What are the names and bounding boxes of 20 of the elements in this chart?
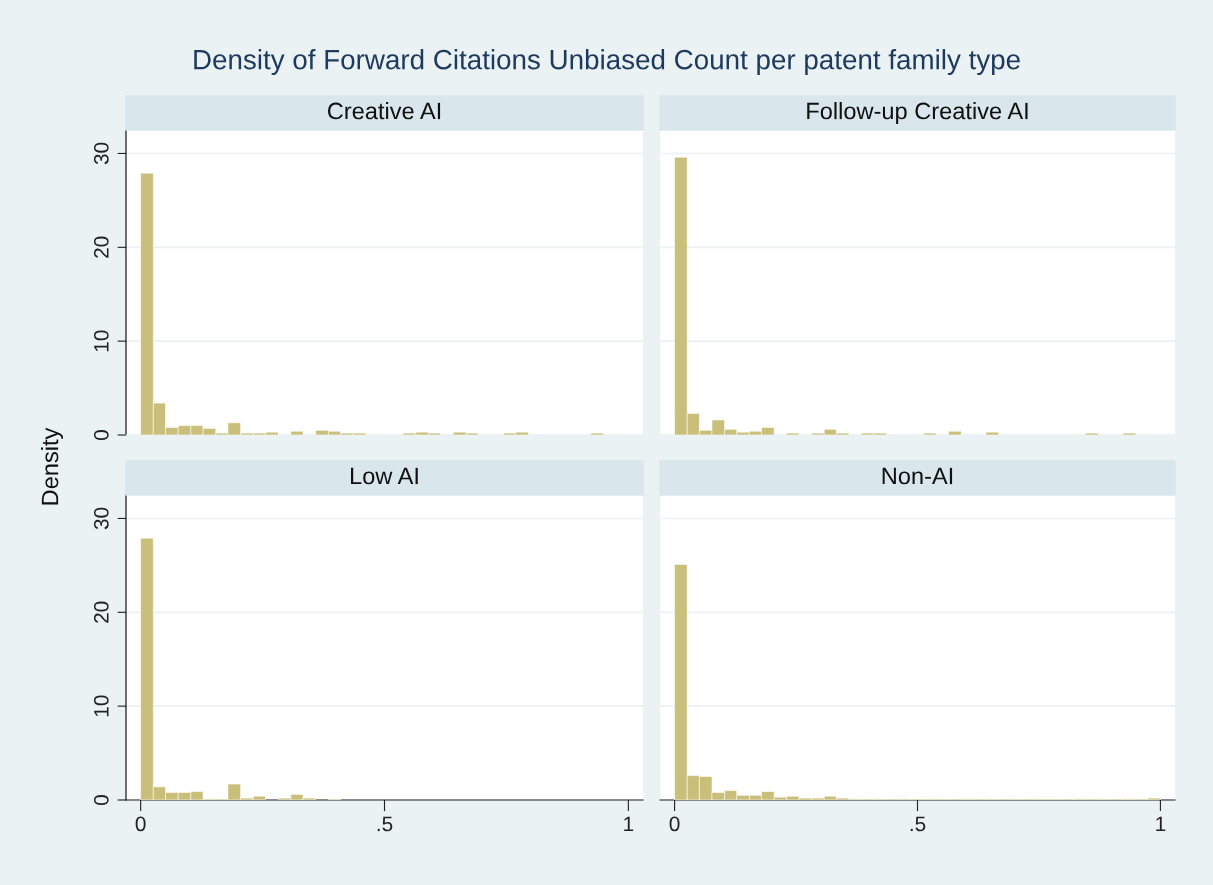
x-tick-label: 1 — [1156, 816, 1166, 832]
y-tick-label: 30 — [93, 507, 109, 530]
chart-title: Density of Forward Citations Unbiased Count per patent family type — [194, 49, 1020, 75]
x-tick-label: 0 — [135, 816, 146, 832]
chart-subtitle: Creative AI — [327, 102, 441, 120]
y-tick-label: 10 — [93, 330, 109, 352]
y-tick-label: 0 — [93, 430, 109, 440]
y-tick-label: 0 — [93, 795, 109, 805]
chart-subtitle: Follow-up Creative AI — [807, 102, 1028, 124]
y-tick-label: 10 — [93, 695, 109, 717]
y-tick-label: 20 — [93, 236, 109, 258]
x-tick-label: .5 — [377, 816, 393, 832]
chart-subtitle: Non-AI — [882, 467, 953, 485]
y-tick-label: 30 — [93, 142, 109, 165]
chart-subtitle: Low AI — [351, 467, 418, 485]
y-tick-label: 20 — [93, 601, 109, 623]
y-axis-title: Density — [41, 427, 64, 505]
x-tick-label: .5 — [910, 816, 926, 832]
x-tick-label: 0 — [669, 816, 680, 832]
x-tick-label: 1 — [624, 816, 634, 832]
